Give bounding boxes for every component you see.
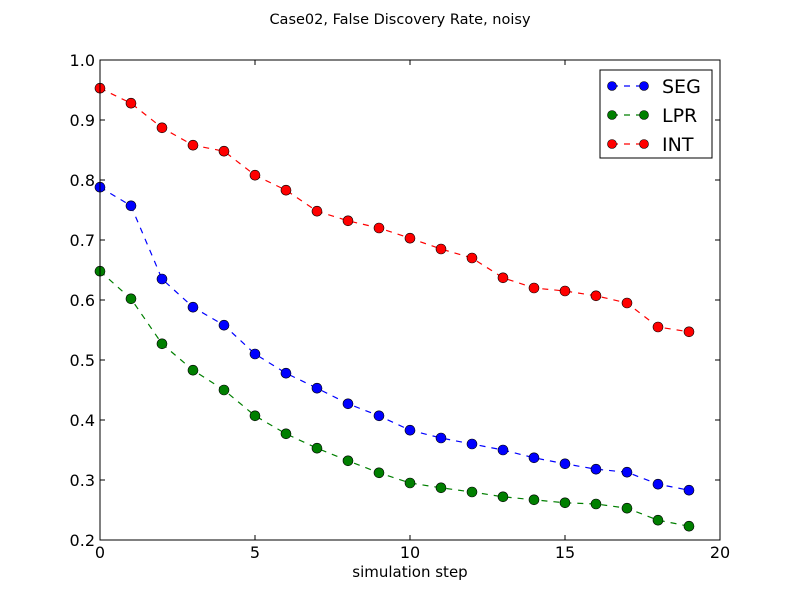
data-point xyxy=(342,455,354,467)
data-point xyxy=(497,491,509,503)
legend-marker xyxy=(607,81,617,91)
data-point xyxy=(249,410,261,422)
data-point xyxy=(187,139,199,151)
data-point xyxy=(683,484,695,496)
data-point xyxy=(590,290,602,302)
data-point xyxy=(435,432,447,444)
series-layer xyxy=(94,82,695,532)
y-tick-label: 0.8 xyxy=(70,171,95,190)
x-tick-label: 15 xyxy=(555,543,575,562)
data-point xyxy=(156,122,168,134)
data-point xyxy=(125,200,137,212)
data-point xyxy=(497,444,509,456)
data-point xyxy=(497,272,509,284)
data-point xyxy=(435,243,447,255)
data-point xyxy=(466,252,478,264)
legend-label: INT xyxy=(662,134,694,156)
data-point xyxy=(652,321,664,333)
y-tick-label: 0.3 xyxy=(70,471,95,490)
legend-marker xyxy=(639,110,649,120)
legend-entry-seg: SEG xyxy=(607,76,701,98)
data-point xyxy=(311,442,323,454)
data-point xyxy=(683,520,695,532)
data-point xyxy=(621,297,633,309)
data-point xyxy=(528,282,540,294)
data-point xyxy=(373,410,385,422)
data-point xyxy=(621,466,633,478)
data-point xyxy=(218,319,230,331)
data-point xyxy=(311,382,323,394)
data-point xyxy=(280,184,292,196)
y-tick-label: 0.4 xyxy=(70,411,95,430)
data-point xyxy=(373,467,385,479)
data-point xyxy=(311,205,323,217)
data-point xyxy=(435,482,447,494)
data-point xyxy=(404,232,416,244)
data-point xyxy=(342,398,354,410)
data-point xyxy=(249,169,261,181)
data-point xyxy=(342,215,354,227)
data-point xyxy=(559,497,571,509)
data-point xyxy=(528,452,540,464)
legend-entry-lpr: LPR xyxy=(607,105,697,127)
legend: SEG LPR INT xyxy=(599,69,713,159)
x-tick-label: 10 xyxy=(400,543,420,562)
data-point xyxy=(156,338,168,350)
legend-marker xyxy=(639,81,649,91)
plot-frame xyxy=(99,59,721,541)
data-point xyxy=(218,145,230,157)
y-tick-label: 0.2 xyxy=(70,531,95,550)
data-point xyxy=(156,273,168,285)
data-point xyxy=(218,384,230,396)
x-tick-label: 5 xyxy=(250,543,260,562)
legend-entry-int: INT xyxy=(607,134,694,156)
data-point xyxy=(187,364,199,376)
chart-title: Case02, False Discovery Rate, noisy xyxy=(269,12,531,28)
y-tick-label: 0.5 xyxy=(70,351,95,370)
data-point xyxy=(466,486,478,498)
y-tick-label: 0.9 xyxy=(70,111,95,130)
data-point xyxy=(125,97,137,109)
data-point xyxy=(125,293,137,305)
data-point xyxy=(187,301,199,313)
data-point xyxy=(559,458,571,470)
data-point xyxy=(373,222,385,234)
data-point xyxy=(466,438,478,450)
data-point xyxy=(404,424,416,436)
legend-label: SEG xyxy=(662,76,701,98)
data-point xyxy=(652,514,664,526)
x-tick-label: 0 xyxy=(95,543,105,562)
y-tick-label: 1.0 xyxy=(70,51,95,70)
data-point xyxy=(590,463,602,475)
data-point xyxy=(280,367,292,379)
legend-marker xyxy=(607,110,617,120)
y-tick-label: 0.6 xyxy=(70,291,95,310)
data-point xyxy=(280,428,292,440)
legend-box xyxy=(599,69,713,159)
series-seg xyxy=(94,181,695,496)
data-point xyxy=(249,348,261,360)
data-point xyxy=(528,494,540,506)
x-tick-label: 20 xyxy=(710,543,730,562)
data-point xyxy=(559,285,571,297)
data-point xyxy=(621,502,633,514)
legend-marker xyxy=(607,139,617,149)
data-point xyxy=(590,498,602,510)
y-tick-label: 0.7 xyxy=(70,231,95,250)
data-point xyxy=(652,478,664,490)
series-lpr xyxy=(94,265,695,532)
data-point xyxy=(404,477,416,489)
axis-ticks: 0 5 10 15 20 0.2 0.3 0.4 0.5 0.6 0.7 0.8 0.9 1.0 xyxy=(70,51,731,562)
data-point xyxy=(683,326,695,338)
x-axis-label: simulation step xyxy=(352,563,467,581)
series-line xyxy=(99,186,690,491)
legend-marker xyxy=(639,139,649,149)
legend-label: LPR xyxy=(662,105,697,127)
series-int xyxy=(94,82,695,338)
